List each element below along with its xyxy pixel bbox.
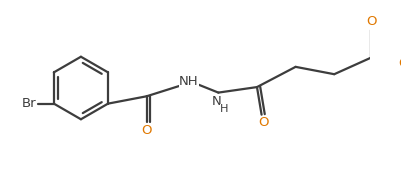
Text: O: O	[397, 57, 401, 70]
Text: H: H	[219, 104, 227, 114]
Text: Br: Br	[22, 97, 36, 110]
Text: O: O	[141, 124, 152, 137]
Text: O: O	[257, 117, 268, 129]
Text: NH: NH	[179, 75, 198, 88]
Text: O: O	[365, 15, 375, 28]
Text: N: N	[211, 95, 221, 108]
